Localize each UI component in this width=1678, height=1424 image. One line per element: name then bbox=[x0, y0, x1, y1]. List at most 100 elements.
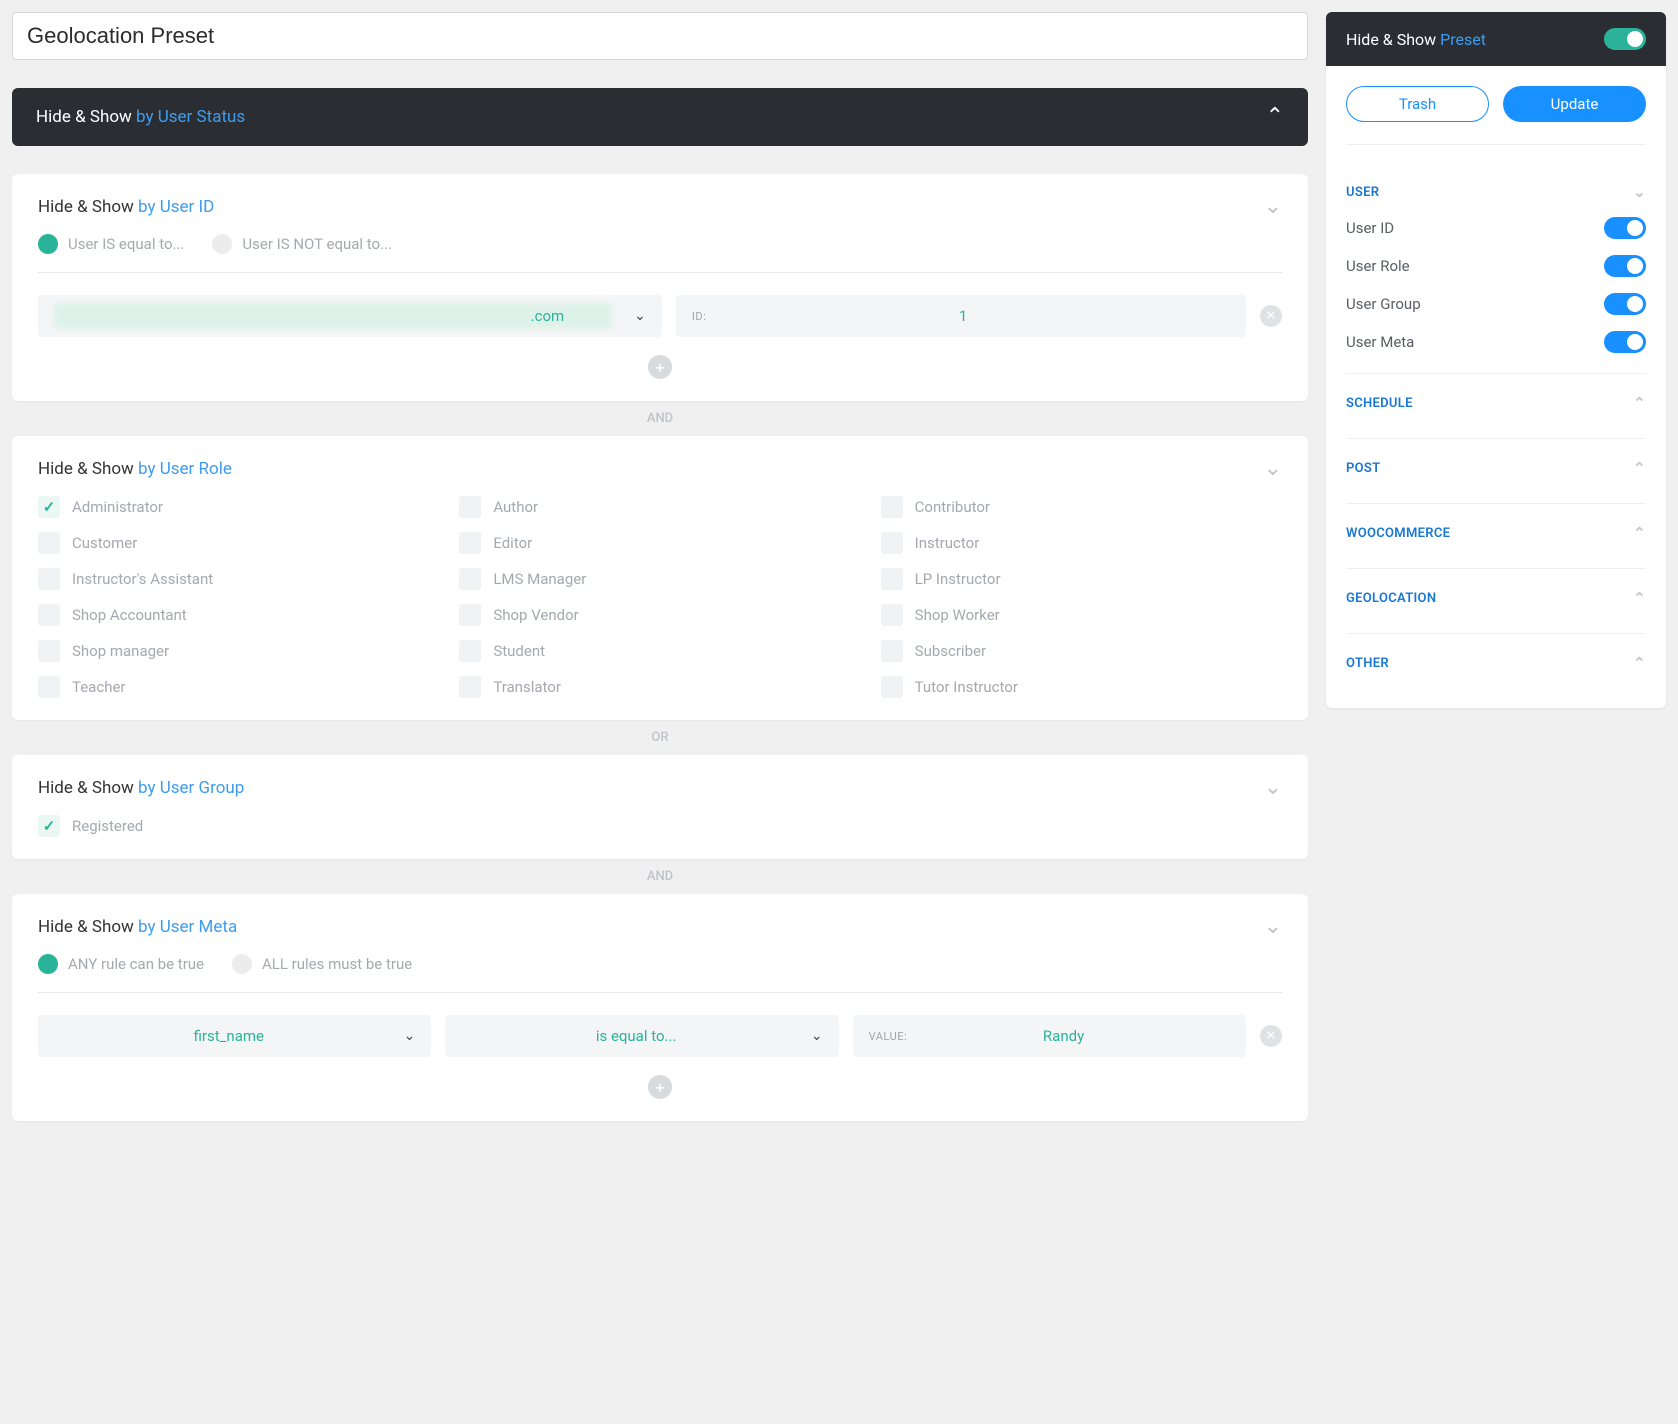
add-row-button[interactable]: + bbox=[648, 355, 672, 379]
user-role-title: Hide & Show by User Role bbox=[38, 459, 232, 479]
checkbox-label: Shop manager bbox=[72, 642, 169, 660]
toggle-label: User ID bbox=[1346, 219, 1394, 237]
checkbox-icon bbox=[38, 568, 60, 590]
chevron-down-icon: ⌄ bbox=[1633, 183, 1646, 201]
connector-or: OR bbox=[12, 720, 1308, 755]
meta-operator-select[interactable]: is equal to... ⌄ bbox=[445, 1015, 838, 1057]
checkbox-item[interactable]: Contributor bbox=[881, 496, 1282, 518]
checkbox-label: Tutor Instructor bbox=[915, 678, 1018, 696]
toggle-switch[interactable] bbox=[1604, 255, 1646, 277]
toggle-row: User Role bbox=[1346, 255, 1646, 277]
checkbox-item[interactable]: Translator bbox=[459, 676, 860, 698]
delete-row-button[interactable]: ✕ bbox=[1260, 305, 1282, 327]
toggle-label: User Group bbox=[1346, 295, 1421, 313]
accordion-header[interactable]: POST⌃ bbox=[1346, 453, 1646, 483]
checkbox-item[interactable]: Student bbox=[459, 640, 860, 662]
checkbox-icon bbox=[459, 532, 481, 554]
toggle-switch[interactable] bbox=[1604, 293, 1646, 315]
checkbox-icon bbox=[881, 604, 903, 626]
accordion-header[interactable]: WOOCOMMERCE⌃ bbox=[1346, 518, 1646, 548]
accordion-header[interactable]: GEOLOCATION⌃ bbox=[1346, 583, 1646, 613]
accordion-header[interactable]: OTHER⌃ bbox=[1346, 648, 1646, 678]
accordion-label: POST bbox=[1346, 461, 1380, 476]
checkbox-item[interactable]: ✓Administrator bbox=[38, 496, 439, 518]
radio-option[interactable]: ANY rule can be true bbox=[38, 954, 204, 974]
chevron-down-icon[interactable]: ⌄ bbox=[1264, 916, 1282, 938]
checkbox-item[interactable]: Author bbox=[459, 496, 860, 518]
checkbox-label: Subscriber bbox=[915, 642, 986, 660]
checkbox-icon: ✓ bbox=[38, 496, 60, 518]
chevron-down-icon: ⌄ bbox=[404, 1028, 416, 1044]
meta-key-select[interactable]: first_name ⌄ bbox=[38, 1015, 431, 1057]
chevron-down-icon[interactable]: ⌄ bbox=[1264, 777, 1282, 799]
checkbox-item[interactable]: ✓Registered bbox=[38, 815, 1282, 837]
checkbox-icon bbox=[459, 640, 481, 662]
checkbox-item[interactable]: Teacher bbox=[38, 676, 439, 698]
checkbox-label: Translator bbox=[493, 678, 561, 696]
accordion-header[interactable]: USER⌄ bbox=[1346, 177, 1646, 207]
checkbox-icon bbox=[881, 568, 903, 590]
checkbox-label: Registered bbox=[72, 817, 143, 835]
checkbox-label: Shop Vendor bbox=[493, 606, 578, 624]
trash-button[interactable]: Trash bbox=[1346, 86, 1489, 122]
checkbox-item[interactable]: Subscriber bbox=[881, 640, 1282, 662]
checkbox-item[interactable]: Instructor bbox=[881, 532, 1282, 554]
checkbox-icon bbox=[38, 532, 60, 554]
delete-row-button[interactable]: ✕ bbox=[1260, 1025, 1282, 1047]
preset-title-input[interactable] bbox=[12, 12, 1308, 60]
user-group-panel: Hide & Show by User Group ⌄ ✓Registered bbox=[12, 755, 1308, 859]
update-button[interactable]: Update bbox=[1503, 86, 1646, 122]
checkbox-label: LMS Manager bbox=[493, 570, 586, 588]
add-row-button[interactable]: + bbox=[648, 1075, 672, 1099]
checkbox-item[interactable]: Editor bbox=[459, 532, 860, 554]
checkbox-label: Shop Accountant bbox=[72, 606, 187, 624]
user-status-header[interactable]: Hide & Show by User Status ⌃ bbox=[12, 88, 1308, 146]
user-role-panel: Hide & Show by User Role ⌄ ✓Administrato… bbox=[12, 436, 1308, 720]
radio-option[interactable]: ALL rules must be true bbox=[232, 954, 412, 974]
toggle-label: User Meta bbox=[1346, 333, 1414, 351]
accordion-header[interactable]: SCHEDULE ⌃ bbox=[1346, 388, 1646, 418]
checkbox-item[interactable]: Shop Accountant bbox=[38, 604, 439, 626]
sidebar-header: Hide & Show Preset bbox=[1326, 12, 1666, 66]
radio-option[interactable]: User IS equal to... bbox=[38, 234, 184, 254]
chevron-down-icon[interactable]: ⌄ bbox=[1264, 196, 1282, 218]
chevron-up-icon: ⌃ bbox=[1633, 394, 1646, 412]
toggle-switch[interactable] bbox=[1604, 217, 1646, 239]
checkbox-label: Instructor bbox=[915, 534, 980, 552]
chevron-down-icon[interactable]: ⌄ bbox=[1264, 458, 1282, 480]
checkbox-item[interactable]: LP Instructor bbox=[881, 568, 1282, 590]
checkbox-item[interactable]: Tutor Instructor bbox=[881, 676, 1282, 698]
radio-option[interactable]: User IS NOT equal to... bbox=[212, 234, 392, 254]
checkbox-icon bbox=[38, 640, 60, 662]
checkbox-icon bbox=[459, 676, 481, 698]
checkbox-item[interactable]: Instructor's Assistant bbox=[38, 568, 439, 590]
user-meta-panel: Hide & Show by User Meta ⌄ ANY rule can … bbox=[12, 894, 1308, 1121]
toggle-label: User Role bbox=[1346, 257, 1410, 275]
chevron-up-icon: ⌃ bbox=[1633, 654, 1646, 672]
user-select[interactable]: .com ⌄ bbox=[38, 295, 662, 337]
checkbox-label: Instructor's Assistant bbox=[72, 570, 213, 588]
checkbox-icon bbox=[38, 604, 60, 626]
checkbox-label: Student bbox=[493, 642, 545, 660]
accordion-label: WOOCOMMERCE bbox=[1346, 526, 1450, 541]
radio-dot-icon bbox=[38, 954, 58, 974]
preset-toggle[interactable] bbox=[1604, 28, 1646, 50]
checkbox-label: Editor bbox=[493, 534, 532, 552]
checkbox-label: Contributor bbox=[915, 498, 990, 516]
checkbox-item[interactable]: Shop Vendor bbox=[459, 604, 860, 626]
accordion-label: SCHEDULE bbox=[1346, 396, 1413, 411]
chevron-up-icon: ⌃ bbox=[1633, 589, 1646, 607]
toggle-switch[interactable] bbox=[1604, 331, 1646, 353]
checkbox-item[interactable]: Shop manager bbox=[38, 640, 439, 662]
checkbox-label: Teacher bbox=[72, 678, 126, 696]
connector-and: AND bbox=[12, 401, 1308, 436]
checkbox-item[interactable]: Shop Worker bbox=[881, 604, 1282, 626]
checkbox-item[interactable]: LMS Manager bbox=[459, 568, 860, 590]
checkbox-icon bbox=[881, 496, 903, 518]
checkbox-item[interactable]: Customer bbox=[38, 532, 439, 554]
chevron-up-icon[interactable]: ⌃ bbox=[1266, 106, 1284, 128]
radio-label: ANY rule can be true bbox=[68, 955, 204, 973]
checkbox-icon bbox=[881, 640, 903, 662]
toggle-row: User Meta bbox=[1346, 331, 1646, 353]
meta-value-field[interactable]: VALUE: Randy bbox=[853, 1015, 1246, 1057]
